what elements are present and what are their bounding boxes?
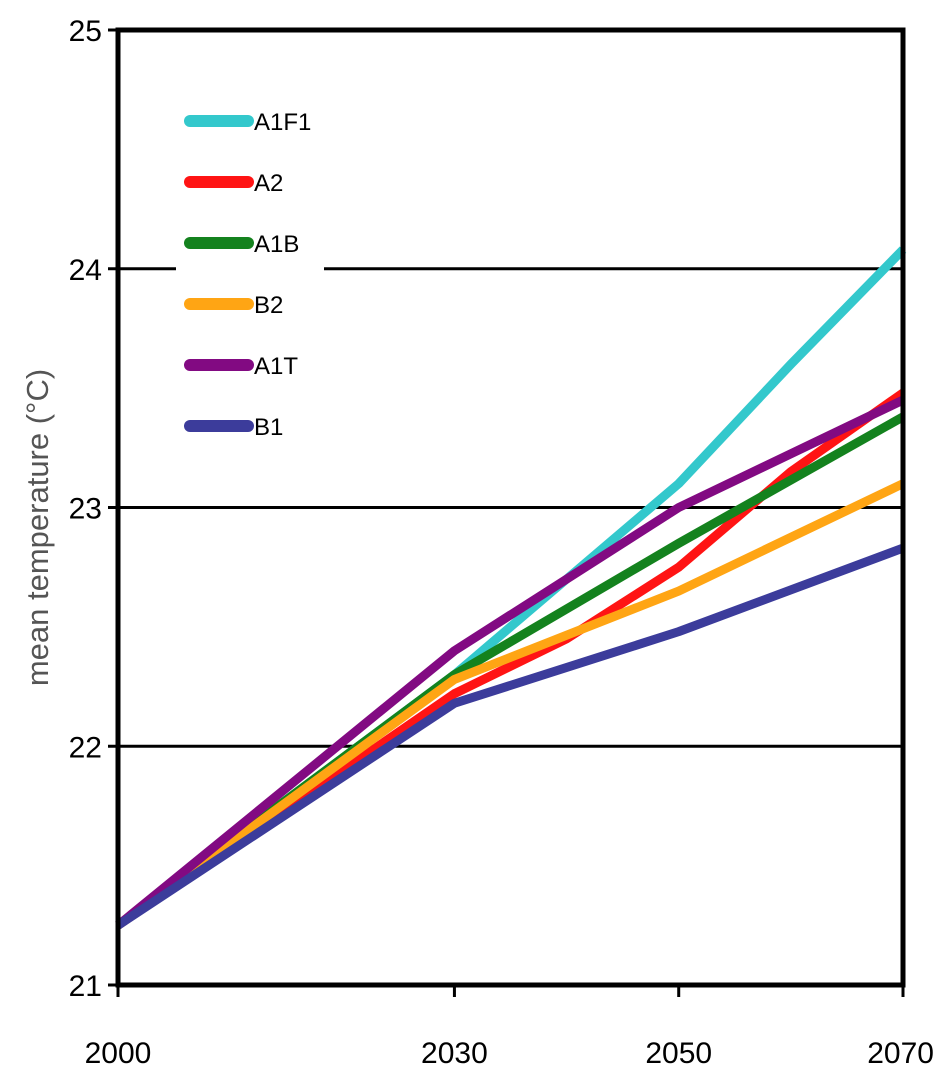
y-axis-title: mean temperature (°C) [20, 369, 55, 686]
axes: 21 22 23 24 25 2000 2030 2050 2070 [69, 15, 934, 1070]
x-tick-label: 2030 [421, 1037, 488, 1070]
legend-label: B1 [254, 414, 283, 441]
y-tick-label: 24 [69, 254, 102, 287]
series-line-a2 [115, 389, 906, 930]
y-tick-label: 23 [69, 493, 102, 526]
series-line-a1t [115, 396, 905, 929]
x-tick-label: 2050 [645, 1037, 712, 1070]
legend-label: B2 [254, 292, 283, 319]
series-line-b2 [115, 479, 905, 929]
legend-box [176, 100, 324, 460]
y-tick-label: 22 [69, 731, 102, 764]
y-tick-label: 21 [69, 970, 102, 1003]
legend-label: A1F1 [254, 109, 311, 136]
series-lines [115, 246, 907, 930]
legend-label: A1T [254, 353, 298, 380]
x-tick-label: 2000 [85, 1037, 152, 1070]
y-tick-label: 25 [69, 15, 102, 48]
legend-label: A1B [254, 231, 299, 258]
series-line-b1 [115, 543, 905, 930]
x-tick-label: 2070 [867, 1037, 934, 1070]
legend: A1F1 A2 A1B B2 A1T B1 [176, 100, 324, 460]
legend-label: A2 [254, 170, 283, 197]
